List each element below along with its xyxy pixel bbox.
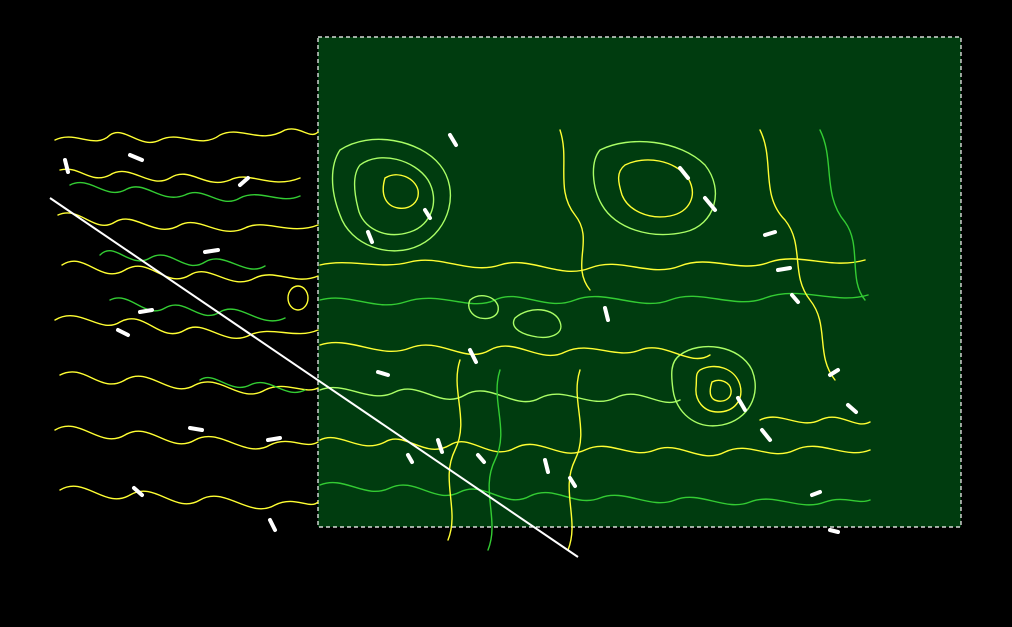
contour-label-mark — [128, 153, 144, 162]
contour-label-mark — [423, 208, 432, 220]
contour-line — [670, 345, 756, 427]
contour-label-mark — [568, 476, 577, 488]
contour-line — [59, 168, 301, 183]
contour-label-mark — [468, 348, 478, 364]
contour-label-mark — [203, 248, 220, 254]
contour-line — [695, 365, 742, 413]
contour-line — [567, 369, 582, 551]
contour-label-mark — [736, 396, 747, 412]
contour-label-mark — [268, 518, 277, 532]
contour-line — [382, 174, 419, 209]
contour-label-mark — [603, 306, 610, 322]
contour-label-mark — [138, 308, 154, 314]
contour-label-mark — [116, 328, 130, 337]
contour-label-mark — [776, 266, 792, 272]
contour-label-mark — [810, 490, 822, 497]
contour-label-mark — [476, 453, 486, 464]
contour-line — [353, 157, 435, 236]
contour-line — [319, 436, 871, 457]
contour-line — [512, 309, 562, 339]
contour-line — [319, 341, 711, 360]
contour-line — [559, 129, 591, 291]
contour-line — [54, 128, 319, 143]
contour-line — [109, 297, 286, 322]
contour-label-mark — [543, 458, 550, 474]
contour-label-mark — [188, 426, 204, 432]
contour-line — [199, 377, 306, 393]
contour-line — [331, 138, 452, 252]
contour-line — [319, 292, 869, 306]
contour-line — [61, 260, 319, 283]
contour-line — [319, 258, 866, 273]
contour-line — [59, 371, 319, 395]
selection-rectangle[interactable] — [317, 36, 962, 528]
contour-label-mark — [763, 230, 777, 237]
contour-label-mark — [436, 438, 444, 454]
contour-label-mark — [63, 158, 70, 174]
contour-line — [69, 182, 301, 203]
contour-label-mark — [828, 528, 840, 534]
contour-label-mark — [846, 403, 858, 414]
contour-line — [319, 386, 681, 404]
contour-line — [54, 314, 319, 340]
contour-line — [487, 369, 502, 551]
contour-line — [99, 250, 266, 270]
contour-label-mark — [703, 196, 717, 212]
contour-labels — [63, 133, 858, 534]
contour-line — [59, 485, 319, 510]
contour-lines — [54, 128, 871, 551]
contour-label-mark — [238, 176, 250, 187]
contour-line — [709, 379, 732, 402]
contour-label-mark — [406, 453, 414, 464]
contour-line — [57, 212, 319, 233]
contour-label-mark — [678, 166, 690, 180]
contour-line — [617, 159, 693, 218]
contour-label-mark — [448, 133, 458, 147]
profile-line[interactable] — [49, 197, 579, 558]
contour-label-mark — [132, 486, 144, 497]
contour-line — [468, 295, 499, 320]
contour-line — [287, 285, 309, 311]
contour-label-mark — [760, 428, 772, 442]
contour-label-mark — [376, 370, 390, 377]
contour-line — [447, 359, 462, 541]
contour-line — [759, 129, 836, 381]
contour-line — [592, 140, 716, 236]
contour-line — [319, 481, 871, 506]
contour-label-mark — [828, 368, 840, 377]
contour-line — [819, 129, 866, 301]
contour-line — [54, 425, 319, 450]
contour-label-mark — [266, 436, 282, 442]
contour-label-mark — [790, 293, 800, 304]
contour-line — [759, 416, 871, 425]
contour-label-mark — [366, 230, 374, 244]
